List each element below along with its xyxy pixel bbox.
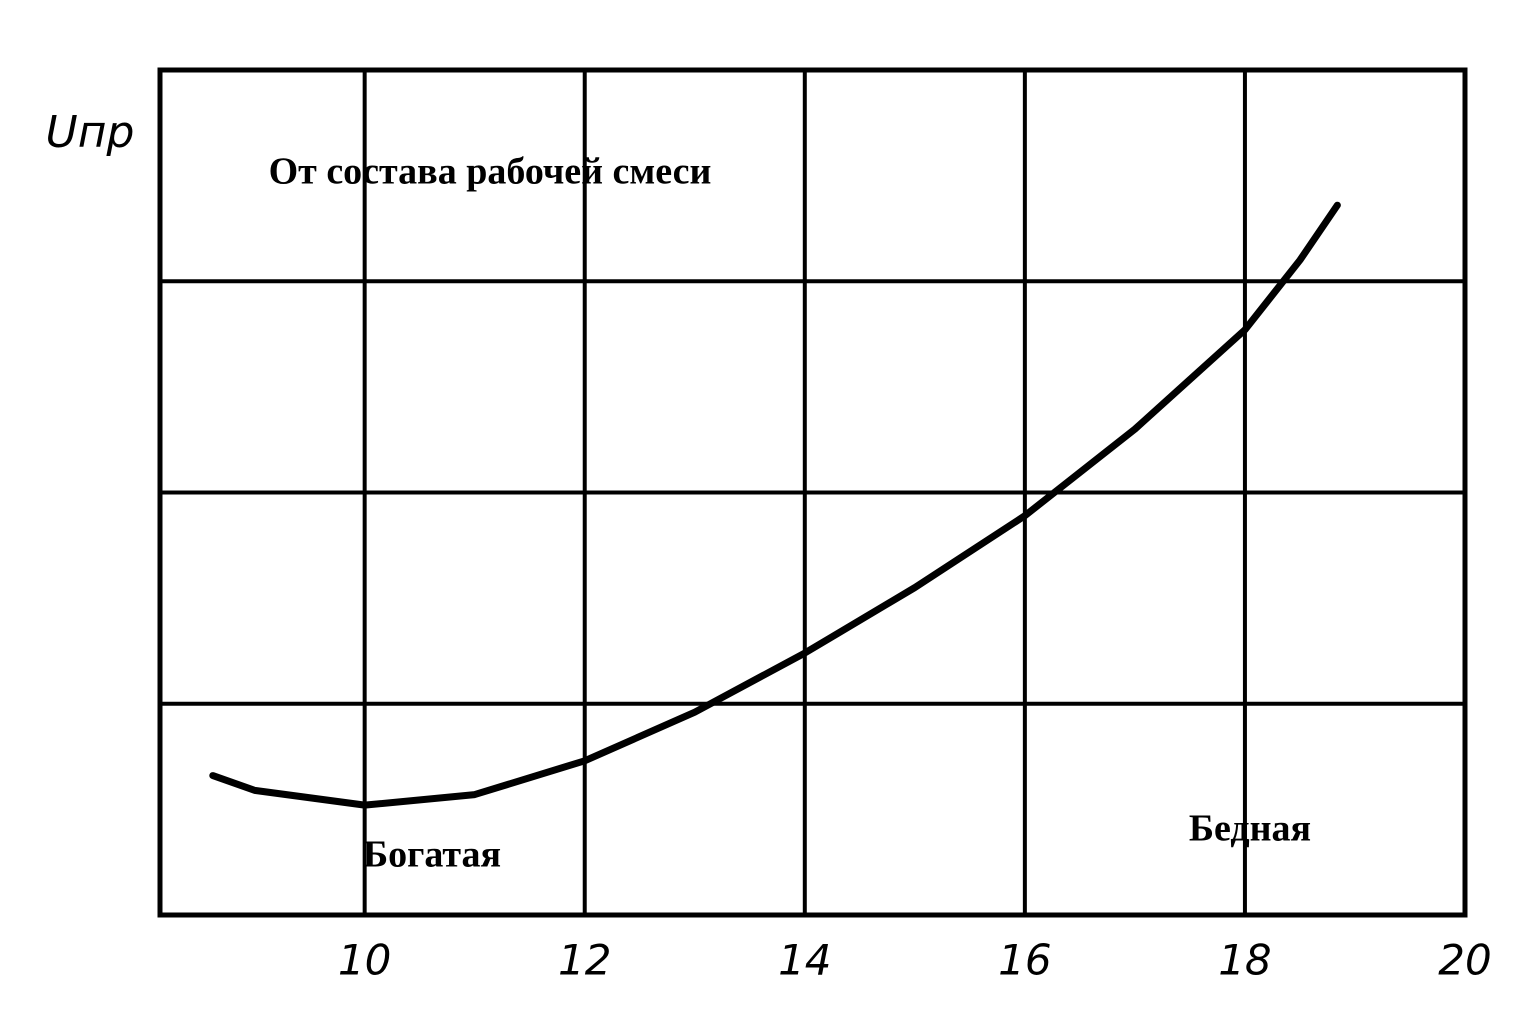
annotation: Бедная (1189, 808, 1311, 850)
x-tick-label: 14 (778, 936, 831, 985)
annotation: От состава рабочей смеси (269, 151, 712, 193)
x-tick-label: 16 (998, 936, 1051, 985)
x-tick-label: 18 (1218, 936, 1271, 985)
x-tick-label: 10 (338, 936, 391, 985)
annotation: Богатая (363, 834, 501, 876)
data-line (209, 201, 1341, 809)
plot-frame (157, 67, 1468, 918)
x-tick-label: 20 (1438, 936, 1491, 985)
y-axis-label: Uпр (46, 107, 135, 158)
x-tick-label: 12 (558, 936, 611, 985)
